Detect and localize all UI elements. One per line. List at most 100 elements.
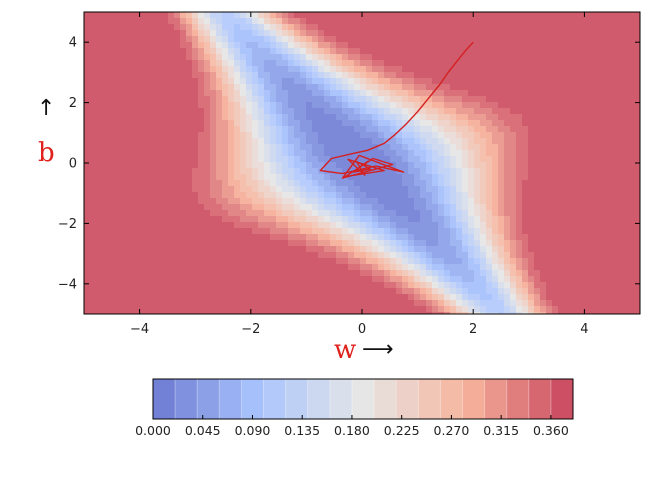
heatmap-cell [522, 162, 529, 169]
heatmap-cell [546, 204, 553, 211]
heatmap-cell [156, 96, 163, 103]
heatmap-cell [540, 96, 547, 103]
heatmap-cell [534, 270, 541, 277]
heatmap-cell [612, 216, 619, 223]
heatmap-cell [480, 12, 487, 19]
heatmap-cell [348, 96, 355, 103]
heatmap-cell [432, 210, 439, 217]
heatmap-cell [282, 300, 289, 307]
heatmap-cell [402, 36, 409, 43]
heatmap-cell [636, 228, 640, 235]
heatmap-cell [288, 228, 295, 235]
heatmap-cell [486, 168, 493, 175]
heatmap-cell [264, 300, 271, 307]
heatmap-cell [318, 240, 325, 247]
heatmap-cell [348, 48, 355, 55]
heatmap-cell [96, 66, 103, 73]
heatmap-cell [498, 288, 505, 295]
heatmap-cell [252, 174, 259, 181]
heatmap-cell [312, 84, 319, 91]
heatmap-cell [168, 174, 175, 181]
heatmap-cell [90, 60, 97, 67]
heatmap-cell [288, 108, 295, 115]
heatmap-cell [534, 294, 541, 301]
heatmap-cell [84, 60, 91, 67]
heatmap-cell [540, 108, 547, 115]
heatmap-cell [552, 114, 559, 121]
heatmap-cell [516, 210, 523, 217]
heatmap-cell [618, 162, 625, 169]
heatmap-cell [300, 162, 307, 169]
heatmap-cell [426, 240, 433, 247]
heatmap-cell [276, 252, 283, 259]
heatmap-cell [288, 174, 295, 181]
heatmap-cell [606, 84, 613, 91]
heatmap-cell [156, 216, 163, 223]
heatmap-cell [516, 60, 523, 67]
heatmap-cell [276, 120, 283, 127]
heatmap-cell [606, 66, 613, 73]
heatmap-cell [408, 228, 415, 235]
heatmap-cell [522, 282, 529, 289]
heatmap-cell [342, 276, 349, 283]
heatmap-cell [120, 204, 127, 211]
heatmap-cell [624, 138, 631, 145]
heatmap-cell [150, 114, 157, 121]
heatmap-cell [156, 276, 163, 283]
heatmap-cell [450, 78, 457, 85]
heatmap-cell [234, 78, 241, 85]
heatmap-cell [414, 24, 421, 31]
heatmap-cell [582, 174, 589, 181]
heatmap-cell [516, 42, 523, 49]
heatmap-cell [246, 102, 253, 109]
heatmap-cell [402, 246, 409, 253]
heatmap-cell [618, 132, 625, 139]
heatmap-cell [612, 186, 619, 193]
heatmap-cell [300, 18, 307, 25]
heatmap-cell [534, 174, 541, 181]
heatmap-cell [90, 240, 97, 247]
heatmap-cell [144, 36, 151, 43]
heatmap-cell [552, 168, 559, 175]
heatmap-cell [534, 180, 541, 187]
heatmap-cell [216, 114, 223, 121]
heatmap-cell [528, 204, 535, 211]
heatmap-cell [474, 222, 481, 229]
heatmap-cell [426, 312, 433, 314]
heatmap-cell [156, 66, 163, 73]
heatmap-cell [216, 12, 223, 19]
heatmap-cell [198, 156, 205, 163]
heatmap-cell [126, 24, 133, 31]
heatmap-cell [258, 132, 265, 139]
heatmap-cell [168, 66, 175, 73]
heatmap-cell [234, 66, 241, 73]
heatmap-cell [510, 252, 517, 259]
heatmap-cell [432, 264, 439, 271]
heatmap-cell [558, 54, 565, 61]
heatmap-cell [576, 150, 583, 157]
heatmap-cell [582, 30, 589, 37]
heatmap-cell [216, 150, 223, 157]
heatmap-cell [150, 144, 157, 151]
heatmap-cell [378, 174, 385, 181]
heatmap-cell [570, 312, 577, 314]
heatmap-cell [636, 300, 640, 307]
heatmap-cell [492, 72, 499, 79]
heatmap-cell [588, 120, 595, 127]
heatmap-cell [204, 36, 211, 43]
heatmap-cell [384, 204, 391, 211]
heatmap-cell [198, 174, 205, 181]
heatmap-cell [330, 138, 337, 145]
heatmap-cell [186, 138, 193, 145]
heatmap-cell [486, 120, 493, 127]
heatmap-cell [198, 60, 205, 67]
heatmap-cell [90, 108, 97, 115]
heatmap-cell [312, 156, 319, 163]
heatmap-cell [90, 30, 97, 37]
heatmap-cell [288, 258, 295, 265]
heatmap-cell [138, 300, 145, 307]
heatmap-cell [210, 198, 217, 205]
heatmap-cell [270, 72, 277, 79]
heatmap-cell [378, 210, 385, 217]
heatmap-cell [366, 114, 373, 121]
